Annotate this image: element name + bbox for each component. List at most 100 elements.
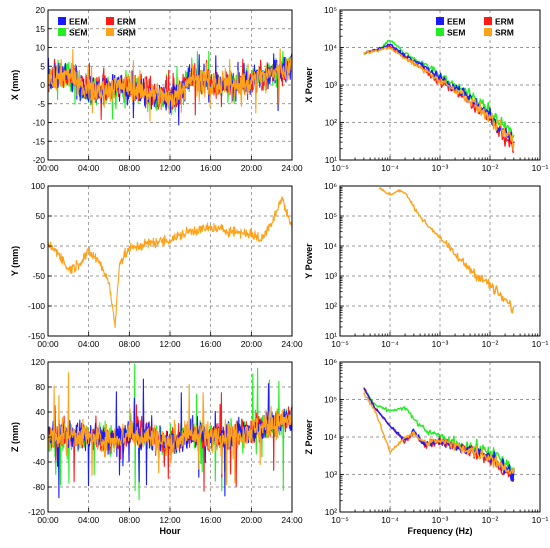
x-tick-label: 08:00 xyxy=(119,515,141,525)
x-tick-label: 20:00 xyxy=(241,339,263,349)
x-tick-label: 20:00 xyxy=(241,163,263,173)
legend-label-eem: EEM xyxy=(69,17,87,27)
series-eem-line xyxy=(363,387,515,482)
x-tick-label: 10⁻³ xyxy=(432,515,449,525)
series-lines xyxy=(48,48,292,126)
legend-label-srm: SRM xyxy=(117,28,136,38)
y-tick-label: 10³ xyxy=(325,470,337,480)
x-tick-label: 10⁻¹ xyxy=(532,163,549,173)
y-tick-label: 100 xyxy=(31,181,45,191)
legend-swatch-srm xyxy=(106,28,114,36)
x-tick-label: 10⁻² xyxy=(482,515,499,525)
x-tick-label: 10⁻⁴ xyxy=(381,339,399,349)
x-tick-label: 12:00 xyxy=(159,515,181,525)
series-lines xyxy=(378,187,515,314)
y-tick-label: 10² xyxy=(325,118,337,128)
y-tick-label: 10³ xyxy=(325,80,337,90)
legend-label-sem: SEM xyxy=(447,28,465,38)
y-tick-label: 0 xyxy=(40,241,45,251)
x-tick-label: 00:00 xyxy=(37,515,59,525)
series-erm-line xyxy=(363,45,515,153)
x-axis-label: Hour xyxy=(160,526,181,536)
y-tick-label: 10⁴ xyxy=(324,43,337,53)
y-tick-label: 10² xyxy=(325,507,337,517)
legend-label-sem: SEM xyxy=(69,28,87,38)
y-tick-label: 10⁶ xyxy=(324,181,337,191)
x-tick-label: 04:00 xyxy=(78,339,100,349)
legend-swatch-srm xyxy=(484,28,492,36)
y-tick-label: 10⁵ xyxy=(324,395,337,405)
y-tick-label: 10⁴ xyxy=(324,241,337,251)
x-tick-label: 10⁻² xyxy=(482,163,499,173)
series-srm-line xyxy=(48,196,292,329)
x-tick-label: 10⁻³ xyxy=(432,163,449,173)
y-tick-label: 120 xyxy=(31,357,45,367)
x-tick-label: 16:00 xyxy=(200,515,222,525)
x-tick-label: 10⁻¹ xyxy=(532,515,549,525)
x-tick-label: 00:00 xyxy=(37,163,59,173)
x-tick-label: 24:00 xyxy=(281,163,303,173)
y-tick-label: 20 xyxy=(36,5,46,15)
x-tick-label: 20:00 xyxy=(241,515,263,525)
y-tick-label: 10¹ xyxy=(325,155,337,165)
y-tick-label: -120 xyxy=(28,507,45,517)
series-lines xyxy=(48,196,292,329)
x-tick-label: 08:00 xyxy=(119,163,141,173)
x-tick-label: 10⁻⁵ xyxy=(331,163,348,173)
series-srm-line xyxy=(48,372,292,486)
legend-swatch-eem xyxy=(58,17,66,25)
x-tick-label: 24:00 xyxy=(281,515,303,525)
legend-swatch-sem xyxy=(436,28,444,36)
x-tick-label: 10⁻¹ xyxy=(532,339,549,349)
panel-z-psd: 10⁻⁵ 10⁻⁴ 10⁻³ 10⁻² 10⁻¹ 10² 10³ 10⁴ 10⁵ 10⁶ Z Pow… xyxy=(304,357,549,536)
series-srm-line xyxy=(48,48,292,122)
y-tick-label: -5 xyxy=(37,99,45,109)
y-tick-label: 10⁵ xyxy=(324,211,337,221)
y-tick-label: -150 xyxy=(28,331,45,341)
legend: EEM ERM SEM SRM xyxy=(58,17,136,38)
y-tick-label: 0 xyxy=(40,432,45,442)
x-tick-label: 08:00 xyxy=(119,339,141,349)
legend-swatch-erm xyxy=(484,17,492,25)
y-tick-label: -10 xyxy=(33,118,46,128)
y-axis-label: X (mm) xyxy=(10,70,20,101)
x-tick-label: 10⁻⁵ xyxy=(331,515,348,525)
legend-label-srm: SRM xyxy=(495,28,514,38)
y-tick-label: 5 xyxy=(40,61,45,71)
y-tick-label: -80 xyxy=(33,482,46,492)
y-tick-label: 10⁵ xyxy=(324,5,337,15)
y-tick-label: 15 xyxy=(36,24,46,34)
y-tick-label: 80 xyxy=(36,382,46,392)
y-tick-label: -50 xyxy=(33,271,46,281)
y-tick-label: -15 xyxy=(33,136,46,146)
y-tick-label: -40 xyxy=(33,457,46,467)
x-tick-label: 10⁻⁴ xyxy=(381,515,399,525)
legend-swatch-erm xyxy=(106,17,114,25)
panel-x-time: 00:00 04:00 08:00 12:00 16:00 20:00 24:00 -20 -1… xyxy=(10,5,303,173)
legend: EEM ERM SEM SRM xyxy=(436,17,514,38)
x-tick-label: 10⁻⁵ xyxy=(331,339,348,349)
y-tick-label: 10² xyxy=(325,301,337,311)
series-lines xyxy=(48,363,292,501)
y-tick-label: 10 xyxy=(36,43,46,53)
y-tick-label: -20 xyxy=(33,155,46,165)
y-axis-label: Y Power xyxy=(304,243,314,279)
series-srm-line xyxy=(378,187,515,314)
x-tick-label: 04:00 xyxy=(78,163,100,173)
x-tick-label: 12:00 xyxy=(159,339,181,349)
y-axis-label: X Power xyxy=(304,67,314,103)
x-axis-label: Frequency (Hz) xyxy=(407,526,472,536)
panel-x-psd: 10⁻⁵ 10⁻⁴ 10⁻³ 10⁻² 10⁻¹ 10¹ 10² 10³ 10⁴ 10⁵ X Pow… xyxy=(304,5,549,173)
legend-swatch-eem xyxy=(436,17,444,25)
x-tick-label: 10⁻³ xyxy=(432,339,449,349)
x-tick-label: 24:00 xyxy=(281,339,303,349)
x-tick-label: 16:00 xyxy=(200,339,222,349)
series-lines xyxy=(363,39,515,153)
y-tick-label: 40 xyxy=(36,407,46,417)
legend-swatch-sem xyxy=(58,28,66,36)
y-axis-label: Z (mm) xyxy=(10,422,20,452)
y-tick-label: 0 xyxy=(40,80,45,90)
legend-label-erm: ERM xyxy=(117,17,136,27)
y-tick-label: -100 xyxy=(28,301,45,311)
